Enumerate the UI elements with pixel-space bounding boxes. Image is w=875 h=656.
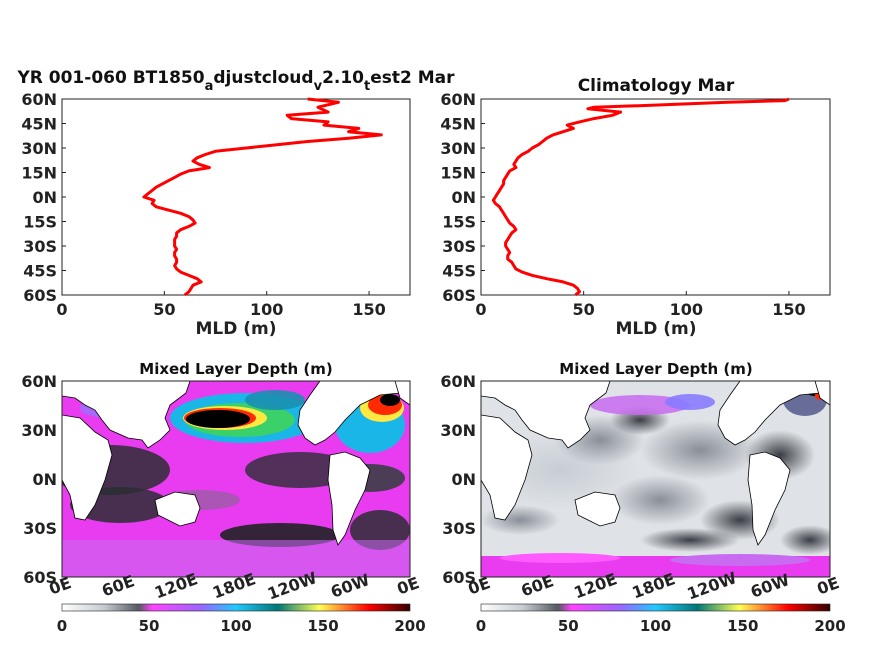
y-tick-label: 0N [32,188,57,207]
x-tick-label: 50 [153,300,175,319]
map-y-tick-label: 60N [440,372,476,391]
y-tick-label: 15N [440,164,476,183]
x-tick-label: 150 [772,300,805,319]
x-tick-label: 150 [352,300,385,319]
y-tick-label: 45S [23,262,57,281]
x-axis-label: MLD (m) [195,319,276,339]
line-panel-climatology: Climatology Mar 0 50 100 150 60N 45N 30N 15N 0N 1… [440,76,831,339]
colorbar-tick-label: 100 [640,617,671,635]
colorbar-tick-label: 200 [814,617,845,635]
map-panel-model: Mixed Layer Depth (m) [21,360,425,635]
y-tick-label: 30S [442,237,476,256]
y-tick-label: 15N [21,164,57,183]
plot-frame [61,380,411,578]
map-title-climatology: Mixed Layer Depth (m) [559,360,752,378]
continents [481,381,830,546]
map-y-tick-label: 30S [442,519,476,538]
x-axis-label: MLD (m) [615,319,696,339]
axis-ticks: 0 50 100 150 60N 45N 30N 15N 0N 15S 30S 45S 60S [21,90,385,319]
y-tick-label: 45N [21,115,57,134]
x-tick-label: 0 [56,300,67,319]
plot-frame [480,98,831,296]
mld-field-climatology [481,381,830,577]
colorbar-tick-label: 50 [558,617,579,635]
panel-title-model: YR 001-060 BT1850adjustcloudv2.10test2 M… [16,68,455,94]
continents [62,381,410,546]
map-panel-climatology: Mixed Layer Depth (m) [440,360,845,635]
colorbar [61,603,411,612]
y-tick-label: 15S [23,213,57,232]
y-tick-label: 60S [23,286,57,305]
x-tick-label: 100 [670,300,703,319]
axis-ticks: 0 50 100 150 60N 45N 30N 15N 0N 15S 30S 45S 60S [440,90,805,319]
line-panel-model: YR 001-060 BT1850adjustcloudv2.10test2 M… [16,68,455,339]
mld-field-model [62,381,410,577]
colorbar-tick-label: 150 [307,617,338,635]
map-y-tick-label: 0N [451,470,476,489]
colorbar-tick-label: 100 [220,617,251,635]
colorbar-tick-label: 50 [139,617,160,635]
colorbar-tick-label: 150 [727,617,758,635]
x-tick-label: 0 [475,300,486,319]
y-tick-label: 60N [21,90,57,109]
colorbar-tick-label: 0 [476,617,486,635]
series-line-climatology [491,97,790,297]
x-tick-label: 50 [573,300,595,319]
map-y-tick-label: 60N [21,372,57,391]
map-y-tick-label: 30N [440,421,476,440]
map-y-tick-label: 60S [442,568,476,587]
y-tick-label: 15S [442,213,476,232]
plot-frame [480,380,831,578]
y-tick-label: 0N [451,188,476,207]
y-tick-label: 60N [440,90,476,109]
map-y-tick-label: 30N [21,421,57,440]
map-y-tick-label: 0N [32,470,57,489]
map-y-tick-label: 60S [23,568,57,587]
colorbar-ticks: 0 50 100 150 200 [57,617,426,635]
y-tick-label: 30N [21,139,57,158]
y-tick-label: 30S [23,237,57,256]
map-y-tick-label: 30S [23,519,57,538]
y-tick-label: 45N [440,115,476,134]
colorbar-ticks: 0 50 100 150 200 [476,617,846,635]
colorbar-tick-label: 0 [57,617,67,635]
panel-title-climatology: Climatology Mar [578,76,735,96]
colorbar-tick-label: 200 [394,617,425,635]
colorbar [480,603,831,612]
y-tick-label: 30N [440,139,476,158]
map-title-model: Mixed Layer Depth (m) [139,360,332,378]
y-tick-label: 45S [442,262,476,281]
x-tick-label: 100 [250,300,283,319]
y-tick-label: 60S [442,286,476,305]
series-line-model [142,97,383,297]
